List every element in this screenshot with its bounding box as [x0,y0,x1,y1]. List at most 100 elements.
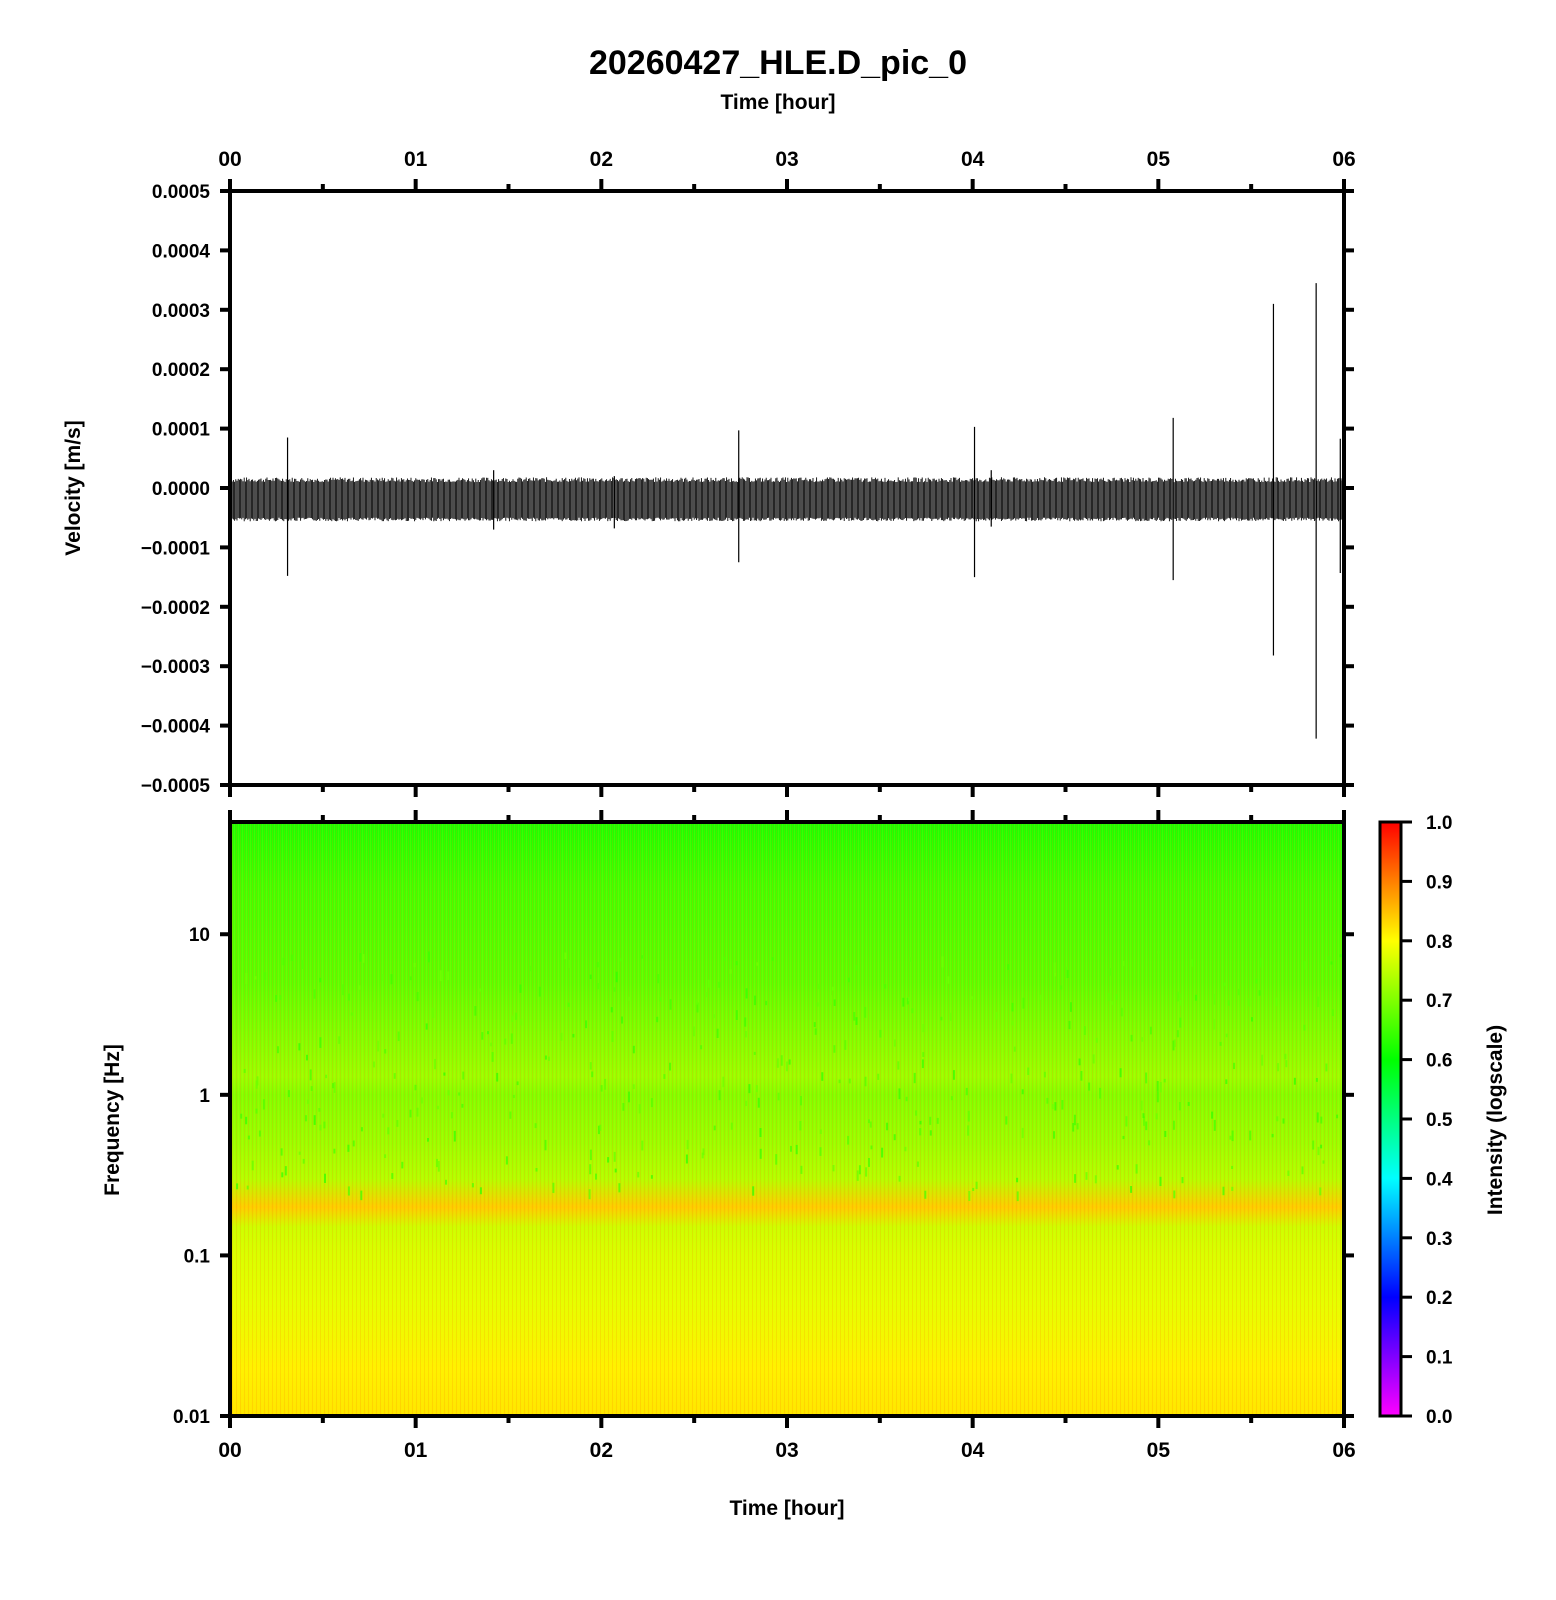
spectrogram-speckle-mark [921,1059,924,1069]
spectrogram-speckle-mark [319,1124,322,1131]
spectrogram-speckle-mark [833,1045,836,1053]
spectrogram-speckle-mark [306,1054,308,1061]
spectrogram-speckle-mark [1282,1118,1285,1124]
spectrogram-speckle-mark [358,985,361,990]
spectrogram-speckle-mark [818,983,821,990]
spectrogram-speckle-mark [868,1119,870,1124]
spectrogram-speckle-mark [1094,1175,1097,1184]
spectrogram-y-tick-label: 1 [199,1086,210,1107]
waveform-x-tick-label: 03 [775,148,798,171]
spectrogram-speckle-mark [613,987,616,992]
spectrogram-speckle-mark [560,1032,563,1041]
spectrogram-speckle-mark [544,1055,547,1060]
spectrogram-speckle-mark [589,1062,592,1070]
spectrogram-speckle-mark [1066,966,1069,971]
colorbar-tick-label: 0.4 [1426,1169,1453,1190]
spectrogram-speckle-mark [1043,1071,1046,1078]
spectrogram-speckle-mark [915,1110,917,1116]
spectrogram-speckle-mark [1068,1020,1071,1030]
spectrogram-speckle-mark [870,1145,873,1150]
spectrogram-speckle-mark [877,1073,880,1080]
spectrogram-speckle-mark [1173,1190,1176,1199]
spectrogram-speckle-mark [950,1012,952,1021]
spectrogram-x-axis-label: Time [hour] [729,1497,844,1520]
spectrogram-speckle-mark [599,1124,602,1131]
spectrogram-speckle-mark [858,1165,861,1175]
spectrogram-speckle-mark [1211,1111,1214,1119]
spectrogram-speckle-mark [775,1154,778,1165]
spectrogram-speckle-mark [669,1062,671,1071]
spectrogram-speckle-mark [1229,1135,1232,1140]
spectrogram-speckle-mark [1088,1082,1091,1091]
spectrogram-speckle-mark [1039,994,1042,1001]
spectrogram-speckle-mark [313,1115,316,1125]
spectrogram-speckle-mark [1181,1177,1184,1184]
spectrogram-speckle-mark [409,976,412,981]
spectrogram-speckle-mark [1053,972,1056,977]
spectrogram-speckle-mark [844,1040,847,1050]
spectrogram-speckle-mark [911,1008,914,1014]
colorbar-tick-label: 0.1 [1426,1348,1453,1369]
spectrogram-speckle-mark [1179,1017,1182,1028]
spectrogram-speckle-mark [1172,1040,1175,1051]
spectrogram-speckle-mark [656,1016,659,1023]
spectrogram-speckle-mark [591,1071,594,1078]
spectrogram-speckle-mark [909,957,912,962]
spectrogram-speckle-mark [491,1052,494,1062]
spectrogram-speckle-mark [414,1084,417,1091]
spectrogram-stripe-texture [230,822,1344,1416]
spectrogram-speckle-mark [1301,1166,1304,1175]
spectrogram-speckle-mark [434,1058,437,1070]
spectrogram-speckle-mark [965,1087,968,1096]
spectrogram-speckle-mark [1010,1073,1013,1084]
spectrogram-speckle-mark [384,1154,387,1158]
spectrogram-speckle-mark [520,1018,523,1026]
spectrogram-speckle-mark [393,1073,396,1079]
spectrogram-speckle-mark [552,1182,555,1193]
spectrogram-speckle-mark [240,1113,243,1119]
spectrogram-speckle-mark [898,1175,901,1182]
spectrogram-speckle-mark [1145,1121,1148,1131]
spectrogram-speckle-mark [1011,1002,1014,1012]
spectrogram-speckle-mark [471,1183,474,1188]
spectrogram-speckle-mark [309,1069,312,1081]
spectrogram-speckle-mark [995,1012,998,1020]
spectrogram-speckle-mark [427,1138,429,1142]
spectrogram-speckle-mark [409,1109,412,1118]
spectrogram-speckle-mark [1194,994,1197,1001]
spectrogram-speckle-mark [607,1157,610,1163]
spectrogram-speckle-mark [529,965,532,972]
spectrogram-speckle-mark [765,1000,768,1006]
spectrogram-speckle-mark [461,1103,464,1108]
spectrogram-speckle-mark [622,1103,625,1111]
spectrogram-speckle-mark [1293,1077,1296,1085]
waveform-y-tick-label: 0.0002 [152,360,210,381]
spectrogram-speckle-mark [1073,1114,1076,1126]
spectrogram-speckle-mark [359,953,362,962]
spectrogram-speckle-mark [1255,978,1258,984]
spectrogram-speckle-mark [511,1015,513,1022]
spectrogram-speckle-mark [884,984,887,989]
spectrogram-speckle-mark [1225,1033,1228,1038]
spectrogram-speckle-mark [589,1149,592,1161]
spectrogram-speckle-mark [854,965,857,971]
spectrogram-speckle-mark [1046,1097,1049,1104]
spectrogram-speckle-mark [264,972,267,980]
spectrogram-speckle-mark [1119,1068,1122,1078]
spectrogram-speckle-mark [1116,1165,1119,1170]
spectrogram-speckle-mark [1176,1030,1179,1038]
spectrogram-speckle-mark [637,1171,640,1178]
colorbar-tick-label: 0.5 [1426,1110,1453,1131]
spectrogram-speckle-mark [514,1012,517,1020]
waveform-x-tick-label: 01 [404,148,428,171]
spectrogram-speckle-mark [372,1061,375,1068]
colorbar-tick-label: 0.6 [1426,1051,1452,1072]
spectrogram-speckle-mark [1331,1009,1334,1017]
spectrogram-speckle-mark [906,997,909,1005]
spectrogram-speckle-mark [968,1191,971,1201]
spectrogram-speckle-mark [748,1084,751,1094]
spectrogram-speckle-mark [381,974,384,981]
spectrogram-speckle-mark [450,1112,453,1119]
spectrogram-speckle-mark [1076,1123,1079,1130]
spectrogram-speckle-mark [641,1140,644,1151]
